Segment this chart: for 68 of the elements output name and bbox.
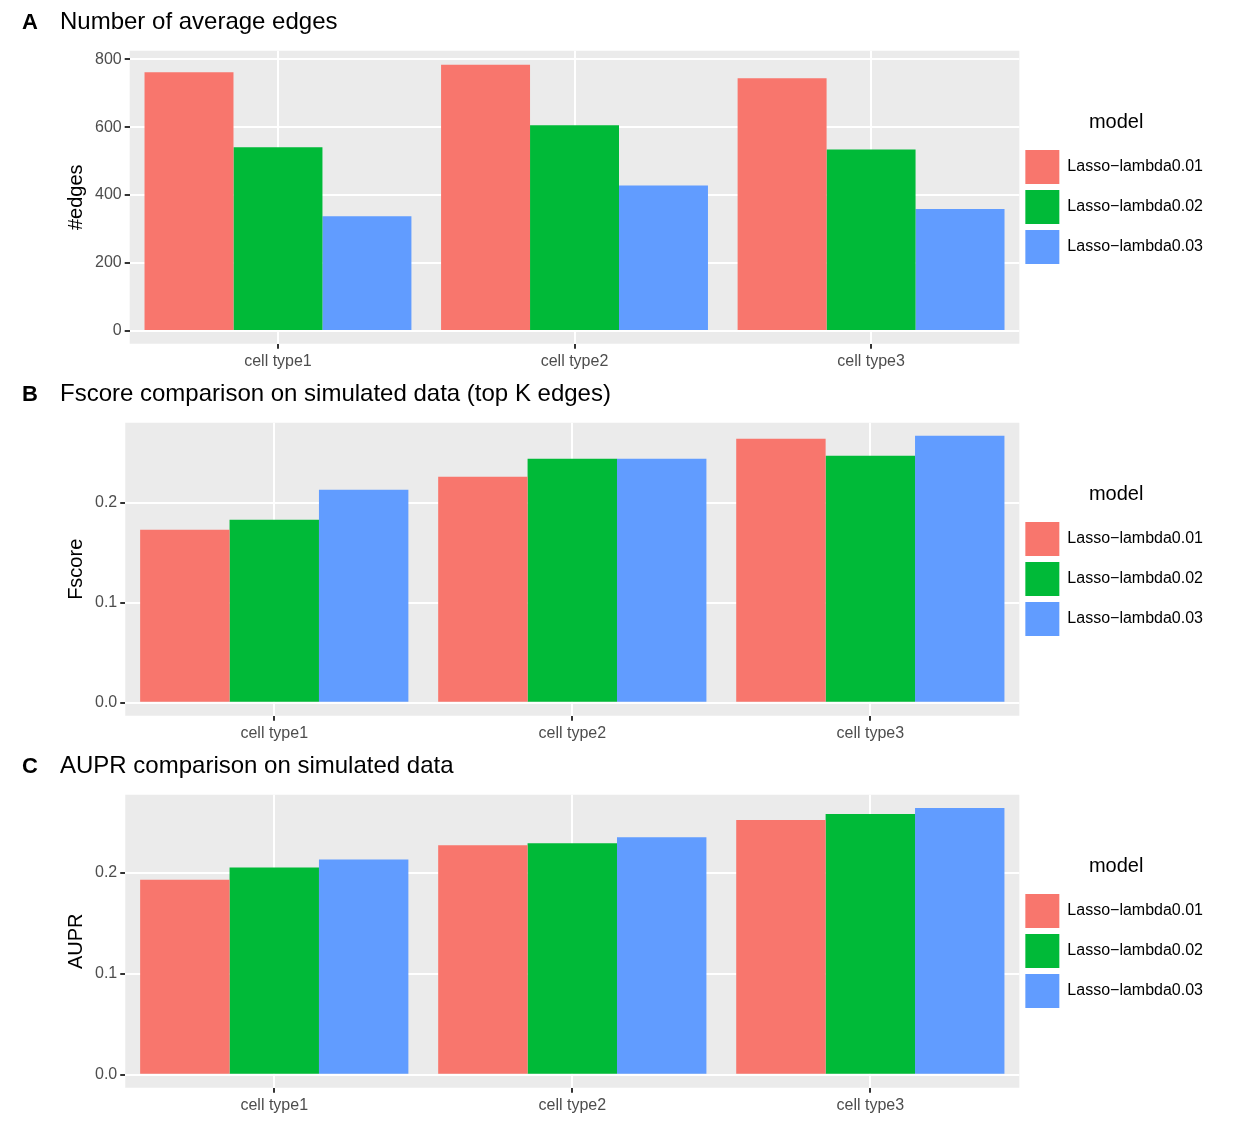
- bar: [915, 435, 1005, 702]
- bar: [140, 879, 230, 1074]
- bar: [915, 807, 1005, 1074]
- y-tick-label: 0.2: [94, 493, 118, 511]
- bar: [826, 149, 916, 330]
- x-tick-label: cell type3: [836, 723, 905, 741]
- bar: [619, 185, 708, 330]
- y-axis-title: #edges: [63, 164, 86, 231]
- bar: [144, 72, 234, 330]
- x-tick-label: cell type1: [240, 723, 309, 741]
- bar: [318, 859, 409, 1074]
- legend-label: Lasso−lambda0.03: [1067, 981, 1204, 999]
- y-tick-label: 0.2: [94, 863, 118, 880]
- legend-label: Lasso−lambda0.01: [1067, 157, 1204, 175]
- chart-title: Fscore comparison on simulated data (top K edges): [60, 379, 611, 407]
- bar: [617, 837, 707, 1074]
- legend-label: Lasso−lambda0.01: [1067, 901, 1204, 919]
- chart-title: AUPR comparison on simulated data: [60, 751, 455, 779]
- bar: [915, 209, 1005, 330]
- legend-label: Lasso−lambda0.02: [1067, 197, 1204, 215]
- x-tick-label: cell type2: [538, 1095, 607, 1113]
- bar: [617, 458, 707, 702]
- y-axis-title: Fscore: [63, 538, 86, 600]
- x-tick-label: cell type2: [540, 351, 609, 369]
- y-tick-label: 0: [112, 321, 122, 339]
- bar: [527, 458, 617, 702]
- x-tick-label: cell type1: [240, 1095, 309, 1113]
- bar: [229, 867, 319, 1074]
- legend-label: Lasso−lambda0.02: [1067, 569, 1204, 587]
- text: A: [22, 9, 38, 35]
- legend-title: model: [1088, 109, 1144, 132]
- x-tick-label: cell type1: [244, 351, 312, 369]
- bar: [233, 147, 323, 330]
- y-tick-label: 0.0: [94, 693, 118, 711]
- bar: [737, 78, 827, 330]
- x-tick-label: cell type2: [538, 723, 607, 741]
- legend-title: model: [1088, 853, 1144, 876]
- bar: [825, 455, 916, 702]
- bar: [140, 529, 230, 702]
- y-axis-title: AUPR: [63, 913, 86, 970]
- legend-label: Lasso−lambda0.03: [1067, 237, 1204, 255]
- bar: [438, 476, 528, 702]
- text: B: [22, 381, 38, 407]
- bar: [229, 519, 319, 702]
- y-tick-label: 0.0: [94, 1065, 118, 1083]
- text: C: [22, 753, 38, 779]
- legend-label: Lasso−lambda0.01: [1067, 529, 1204, 547]
- bar: [530, 125, 619, 330]
- y-tick-label: 600: [94, 117, 122, 135]
- bar: [736, 438, 826, 702]
- bar: [527, 843, 617, 1074]
- legend-title: model: [1088, 481, 1144, 504]
- x-tick-label: cell type3: [836, 1095, 905, 1113]
- y-tick-label: 0.1: [94, 964, 118, 982]
- bar: [438, 845, 528, 1074]
- y-tick-label: 200: [94, 253, 122, 271]
- bar: [825, 814, 916, 1074]
- bar: [318, 489, 409, 702]
- y-tick-label: 400: [94, 185, 122, 203]
- legend-label: Lasso−lambda0.02: [1067, 941, 1204, 959]
- bar: [322, 216, 412, 330]
- y-tick-label: 0.1: [94, 593, 118, 611]
- chart-title: Number of average edges: [60, 7, 338, 35]
- bar: [736, 820, 826, 1074]
- x-tick-label: cell type3: [837, 351, 905, 369]
- legend-label: Lasso−lambda0.03: [1067, 609, 1204, 627]
- y-tick-label: 800: [94, 49, 122, 67]
- bar: [441, 64, 531, 330]
